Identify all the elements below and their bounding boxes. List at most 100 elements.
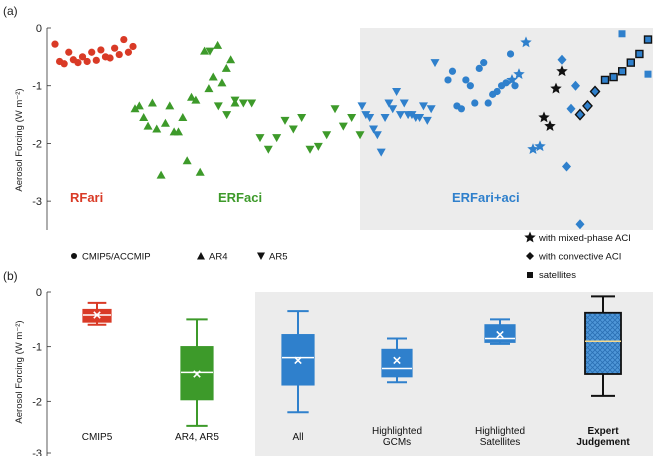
data-point (111, 44, 119, 52)
data-point (74, 59, 82, 67)
data-point (247, 99, 257, 108)
box-highlighted-gcms (381, 337, 413, 384)
panel-a-tick-label: -3 (32, 196, 42, 208)
data-point (399, 99, 409, 108)
series-erfaci-ar5 (205, 47, 365, 154)
series-erfari-aci-cmip5-accmip (444, 50, 519, 113)
data-point (502, 79, 510, 87)
panel-a-y-ticks: 0 -1 -2 -3 (32, 23, 51, 208)
data-point (475, 64, 483, 72)
data-point (618, 30, 626, 38)
box-body (381, 348, 413, 378)
data-point (538, 111, 550, 123)
data-point (195, 167, 205, 176)
legend-circle-marker (71, 253, 77, 259)
data-point (369, 125, 379, 134)
data-point (643, 35, 653, 44)
data-point (238, 99, 248, 108)
data-point (557, 54, 567, 65)
data-point (208, 72, 218, 81)
data-point (426, 105, 436, 114)
data-point (444, 76, 452, 84)
panel-a-tick-label: 0 (36, 23, 42, 35)
box-ar4-ar5 (180, 318, 214, 427)
panel-b-y-ticks: 0 -1 -2 -3 (32, 287, 51, 456)
panel-b-label: (b) (3, 269, 18, 283)
data-point (582, 99, 593, 112)
data-point (143, 121, 153, 130)
data-point (200, 46, 210, 55)
data-point (152, 124, 162, 133)
data-point (372, 131, 382, 140)
box-highlighted-satellites (484, 318, 516, 345)
data-point (182, 156, 192, 165)
data-point (506, 73, 518, 85)
data-point (213, 102, 223, 111)
data-point (355, 131, 365, 140)
data-point (88, 48, 96, 56)
legend-mixed-phase: with mixed-phase ACI (538, 233, 631, 244)
category-label: Expert Judgement (576, 426, 630, 448)
mean-marker (393, 356, 401, 365)
data-point (288, 125, 298, 134)
data-point (571, 80, 580, 91)
data-point (384, 99, 394, 108)
data-point (480, 59, 488, 67)
data-point (575, 219, 585, 230)
data-point (92, 56, 100, 64)
panel-a-tick-label: -2 (32, 138, 42, 150)
data-point (313, 142, 323, 151)
legend-cmip: CMIP5/ACCMIP (82, 252, 151, 263)
data-point (322, 131, 332, 140)
erfariaci-shaded-region (360, 28, 653, 230)
legend: CMIP5/ACCMIP AR4 AR5 with mixed-phase AC… (71, 231, 631, 281)
data-point (178, 112, 188, 121)
category-label: CMIP5 (82, 432, 113, 443)
data-point (466, 82, 474, 90)
data-point (129, 42, 137, 51)
category-label: All (292, 432, 303, 443)
data-point (511, 82, 519, 90)
data-point (222, 111, 232, 120)
data-point (156, 170, 166, 179)
data-point (376, 148, 386, 157)
panel-b-categories: CMIP5 AR4, AR5 All Highlighted GCMs Highlight… (82, 426, 631, 448)
panel-a-label: (a) (3, 4, 18, 18)
data-point (493, 87, 501, 96)
panel-a-tick-label: -1 (32, 81, 42, 93)
data-point (635, 49, 644, 59)
data-point (51, 40, 59, 48)
data-point (217, 78, 227, 87)
box-expert-judgement (584, 295, 622, 397)
data-point (65, 48, 73, 56)
category-label: AR4, AR5 (175, 432, 219, 443)
data-point (226, 55, 236, 64)
data-point (448, 67, 457, 75)
series-with-convective-aci (574, 85, 601, 121)
box-all (281, 310, 315, 414)
data-point (272, 134, 282, 143)
panel-b-y-axis-label: Aerosol Forcing (W m⁻²) (14, 320, 25, 423)
data-point (173, 127, 183, 136)
data-point (139, 112, 149, 121)
data-point (422, 116, 432, 125)
data-point (60, 60, 68, 68)
data-point (506, 50, 515, 58)
series-rfari (51, 35, 137, 68)
data-point (120, 35, 128, 44)
data-point (589, 85, 601, 98)
data-point (305, 145, 315, 154)
region-label-erfariaci: ERFari+aci (452, 190, 520, 205)
data-point (255, 134, 265, 143)
mean-marker (193, 370, 201, 378)
data-point (388, 105, 398, 114)
data-point (365, 113, 375, 122)
series-erfaci-ar4 (130, 40, 240, 179)
data-point (357, 102, 367, 111)
data-point (124, 48, 133, 56)
data-point (626, 58, 635, 67)
data-point (204, 84, 214, 93)
data-point (97, 46, 105, 54)
legend-triangle-up-marker (197, 252, 205, 260)
category-label: Highlighted Satellites (475, 426, 525, 448)
